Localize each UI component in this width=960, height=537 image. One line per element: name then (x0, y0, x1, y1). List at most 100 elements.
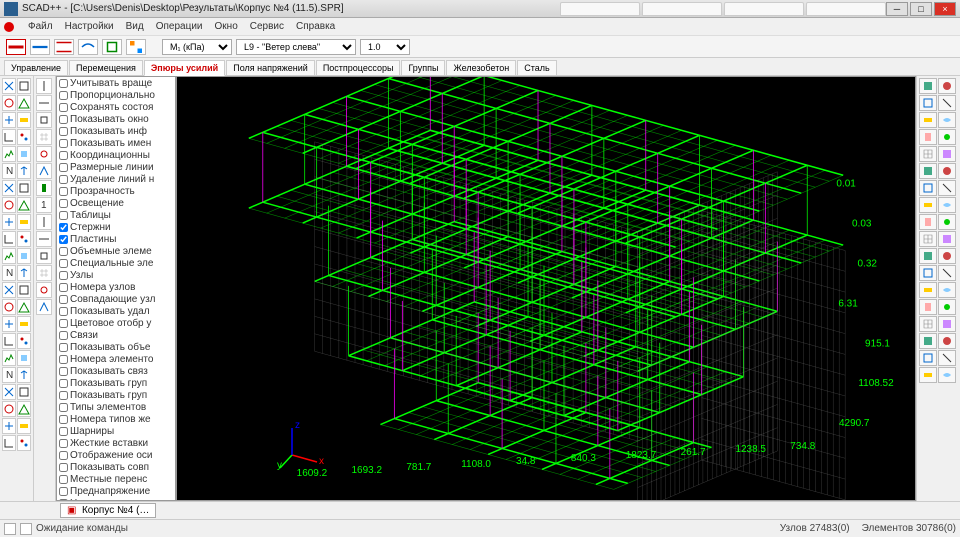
toolbar-button[interactable] (17, 333, 31, 349)
tool-button[interactable] (78, 39, 98, 55)
tool-button[interactable] (6, 39, 26, 55)
right-tool-button[interactable] (938, 146, 956, 162)
filter-checkbox[interactable] (59, 91, 68, 100)
scale-select[interactable]: 1.0 (360, 39, 410, 55)
filter-item[interactable]: Жесткие вставки (57, 437, 175, 449)
toolbar-button[interactable] (17, 401, 31, 417)
filter-item[interactable]: Узлы (57, 269, 175, 281)
right-tool-button[interactable] (919, 78, 937, 94)
view-tool-button[interactable] (36, 299, 52, 315)
filter-checkbox[interactable] (59, 103, 68, 112)
toolbar-button[interactable] (2, 282, 16, 298)
view-tool-button[interactable] (36, 163, 52, 179)
filter-checkbox[interactable] (59, 115, 68, 124)
toolbar-button[interactable] (17, 146, 31, 162)
right-tool-button[interactable] (938, 180, 956, 196)
moment-select[interactable]: M₁ (кПа) (162, 39, 232, 55)
right-tool-button[interactable] (919, 214, 937, 230)
right-tool-button[interactable] (938, 112, 956, 128)
right-tool-button[interactable] (938, 316, 956, 332)
toolbar-button[interactable]: N (2, 163, 16, 179)
toolbar-button[interactable] (17, 214, 31, 230)
right-tool-button[interactable] (919, 112, 937, 128)
filter-checkbox[interactable] (59, 391, 68, 400)
filter-checkbox[interactable] (59, 439, 68, 448)
right-tool-button[interactable] (938, 350, 956, 366)
right-tool-button[interactable] (919, 163, 937, 179)
right-tool-button[interactable] (919, 265, 937, 281)
view-tool-button[interactable] (36, 214, 52, 230)
filter-item[interactable]: Показывать связ (57, 365, 175, 377)
filter-item[interactable]: Показывать имен (57, 137, 175, 149)
toolbar-button[interactable] (17, 418, 31, 434)
filter-checkbox[interactable] (59, 319, 68, 328)
filter-item[interactable]: Пластины (57, 233, 175, 245)
view-tool-button[interactable]: 1 (36, 197, 52, 213)
right-tool-button[interactable] (919, 95, 937, 111)
tab-displacements[interactable]: Перемещения (69, 60, 143, 75)
filter-item[interactable]: Номера элементо (57, 353, 175, 365)
toolbar-button[interactable] (17, 367, 31, 383)
filter-checkbox[interactable] (59, 211, 68, 220)
filter-item[interactable]: Направление выд (57, 497, 175, 501)
filter-item[interactable]: Специальные эле (57, 257, 175, 269)
right-tool-button[interactable] (938, 367, 956, 383)
view-tool-button[interactable] (36, 112, 52, 128)
toolbar-button[interactable]: N (2, 367, 16, 383)
filter-item[interactable]: Удаление линий н (57, 173, 175, 185)
3d-viewport[interactable]: 0.010.030.326.31915.11108.524290.71609.2… (176, 76, 916, 501)
document-tab[interactable]: ▣ Корпус №4 (… (60, 503, 156, 518)
toolbar-button[interactable] (17, 95, 31, 111)
filter-checkbox[interactable] (59, 403, 68, 412)
filter-checkbox[interactable] (59, 295, 68, 304)
toolbar-button[interactable] (17, 112, 31, 128)
right-tool-button[interactable] (938, 95, 956, 111)
filter-checkbox[interactable] (59, 499, 68, 502)
view-tool-button[interactable] (36, 129, 52, 145)
toolbar-button[interactable] (2, 418, 16, 434)
toolbar-button[interactable] (2, 146, 16, 162)
filter-item[interactable]: Показывать груп (57, 377, 175, 389)
filter-checkbox[interactable] (59, 151, 68, 160)
filter-checkbox[interactable] (59, 355, 68, 364)
toolbar-button[interactable] (17, 435, 31, 451)
loadcase-select[interactable]: L9 - "Ветер слева" (236, 39, 356, 55)
filter-checkbox[interactable] (59, 163, 68, 172)
filter-item[interactable]: Местные перенс (57, 473, 175, 485)
filter-checkbox[interactable] (59, 271, 68, 280)
filter-item[interactable]: Шарниры (57, 425, 175, 437)
view-tool-button[interactable] (36, 265, 52, 281)
filter-item[interactable]: Сохранять состоя (57, 101, 175, 113)
filter-checkbox[interactable] (59, 223, 68, 232)
toolbar-button[interactable] (2, 435, 16, 451)
filter-checkbox[interactable] (59, 139, 68, 148)
toolbar-button[interactable] (17, 282, 31, 298)
tab-stress-fields[interactable]: Поля напряжений (226, 60, 315, 75)
right-tool-button[interactable] (938, 214, 956, 230)
right-tool-button[interactable] (919, 146, 937, 162)
toolbar-button[interactable] (2, 180, 16, 196)
bg-tab[interactable] (724, 2, 804, 16)
filter-item[interactable]: Объемные элеме (57, 245, 175, 257)
filter-item[interactable]: Связи (57, 329, 175, 341)
bg-tab[interactable] (560, 2, 640, 16)
filter-item[interactable]: Координационны (57, 149, 175, 161)
right-tool-button[interactable] (938, 231, 956, 247)
toolbar-button[interactable] (2, 350, 16, 366)
filter-item[interactable]: Отображение оси (57, 449, 175, 461)
toolbar-button[interactable] (17, 350, 31, 366)
toolbar-button[interactable] (17, 78, 31, 94)
toolbar-button[interactable] (2, 78, 16, 94)
filter-item[interactable]: Показывать инф (57, 125, 175, 137)
right-tool-button[interactable] (938, 78, 956, 94)
filter-checkbox[interactable] (59, 379, 68, 388)
right-tool-button[interactable] (919, 282, 937, 298)
filter-checkbox[interactable] (59, 367, 68, 376)
filter-item[interactable]: Показывать груп (57, 389, 175, 401)
close-button[interactable]: × (934, 2, 956, 16)
filter-item[interactable]: Преднапряжение (57, 485, 175, 497)
filter-checkbox[interactable] (59, 427, 68, 436)
tab-concrete[interactable]: Железобетон (446, 60, 516, 75)
tool-button[interactable] (102, 39, 122, 55)
filter-checkbox[interactable] (59, 475, 68, 484)
